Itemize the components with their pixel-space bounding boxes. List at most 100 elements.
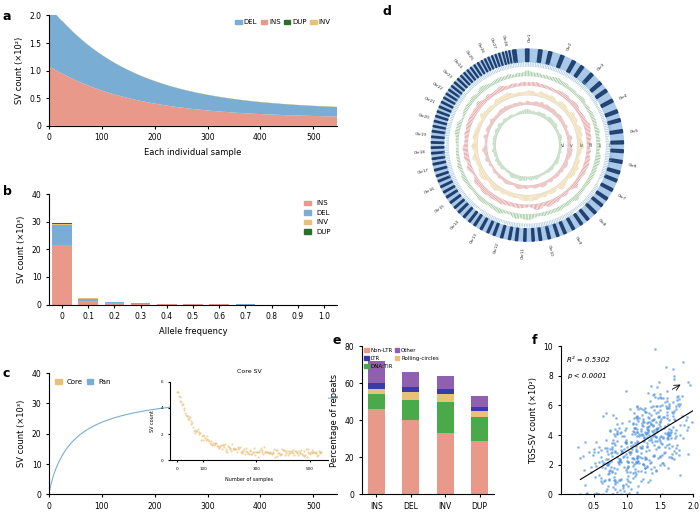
Polygon shape <box>496 208 498 212</box>
Polygon shape <box>570 186 573 189</box>
Polygon shape <box>575 126 580 129</box>
Polygon shape <box>473 112 477 115</box>
Polygon shape <box>586 182 589 184</box>
Polygon shape <box>596 146 601 147</box>
Polygon shape <box>527 214 528 220</box>
Polygon shape <box>477 196 481 199</box>
Polygon shape <box>484 138 488 139</box>
Polygon shape <box>545 171 546 174</box>
Polygon shape <box>484 112 488 115</box>
Polygon shape <box>539 194 540 198</box>
Polygon shape <box>552 166 554 168</box>
Polygon shape <box>559 91 561 95</box>
Polygon shape <box>457 161 460 162</box>
Polygon shape <box>514 93 516 97</box>
Polygon shape <box>567 152 572 153</box>
Polygon shape <box>479 184 483 187</box>
Core <box>332 491 341 497</box>
Polygon shape <box>497 209 500 213</box>
Polygon shape <box>553 89 555 92</box>
Polygon shape <box>594 100 597 103</box>
Point <box>650 425 662 434</box>
Polygon shape <box>476 161 480 162</box>
Polygon shape <box>482 199 485 203</box>
Polygon shape <box>521 224 522 227</box>
Point <box>621 464 632 472</box>
Polygon shape <box>533 185 534 188</box>
Point <box>617 482 629 490</box>
Polygon shape <box>547 170 549 173</box>
Polygon shape <box>525 195 526 201</box>
Polygon shape <box>546 52 552 64</box>
Point <box>659 428 671 437</box>
Polygon shape <box>564 203 567 207</box>
Polygon shape <box>476 163 481 165</box>
Polygon shape <box>550 167 553 169</box>
Polygon shape <box>444 97 455 105</box>
Polygon shape <box>455 101 460 105</box>
Point <box>652 424 663 432</box>
Polygon shape <box>564 215 566 218</box>
Polygon shape <box>561 104 564 108</box>
Y-axis label: SV count (×10³): SV count (×10³) <box>17 216 26 283</box>
Bar <box>437 402 454 433</box>
Polygon shape <box>470 115 475 118</box>
Polygon shape <box>447 123 452 125</box>
Bar <box>104 303 125 304</box>
Point <box>651 467 662 475</box>
Polygon shape <box>540 174 542 176</box>
Polygon shape <box>563 180 566 183</box>
Polygon shape <box>584 104 587 106</box>
Polygon shape <box>487 108 491 111</box>
Polygon shape <box>545 64 547 68</box>
Polygon shape <box>583 85 587 90</box>
Polygon shape <box>434 121 447 125</box>
Polygon shape <box>555 129 558 130</box>
Polygon shape <box>540 113 542 116</box>
Line: Pan: Pan <box>50 398 337 491</box>
Polygon shape <box>586 157 590 159</box>
Polygon shape <box>471 202 474 206</box>
Polygon shape <box>568 86 570 89</box>
Polygon shape <box>524 214 525 219</box>
Polygon shape <box>576 156 580 157</box>
Polygon shape <box>523 110 524 114</box>
Core <box>316 491 324 497</box>
Point <box>670 429 681 437</box>
Polygon shape <box>496 68 498 72</box>
Text: Chr17: Chr17 <box>417 168 429 176</box>
Polygon shape <box>605 175 617 182</box>
Polygon shape <box>503 200 505 204</box>
Polygon shape <box>545 85 547 89</box>
Polygon shape <box>480 88 483 92</box>
Polygon shape <box>551 64 554 70</box>
Polygon shape <box>482 150 487 151</box>
Polygon shape <box>555 186 557 190</box>
Polygon shape <box>438 111 449 116</box>
Polygon shape <box>432 136 444 139</box>
Point <box>657 401 668 409</box>
Point <box>621 490 632 499</box>
Point <box>668 365 679 373</box>
Polygon shape <box>522 224 524 227</box>
Polygon shape <box>504 118 507 122</box>
Point <box>606 452 617 460</box>
Polygon shape <box>435 115 448 121</box>
Polygon shape <box>505 118 508 121</box>
Polygon shape <box>554 67 556 71</box>
Polygon shape <box>493 142 496 143</box>
Point <box>646 427 657 435</box>
Polygon shape <box>510 84 512 88</box>
Polygon shape <box>596 154 601 156</box>
Text: Chr25: Chr25 <box>464 49 474 61</box>
Polygon shape <box>536 194 538 200</box>
Polygon shape <box>545 75 547 78</box>
Polygon shape <box>556 130 558 131</box>
Point <box>614 455 625 464</box>
Polygon shape <box>525 63 526 66</box>
Polygon shape <box>516 61 517 67</box>
Polygon shape <box>584 163 589 165</box>
Polygon shape <box>538 228 542 241</box>
Polygon shape <box>486 95 489 99</box>
Polygon shape <box>475 129 480 131</box>
